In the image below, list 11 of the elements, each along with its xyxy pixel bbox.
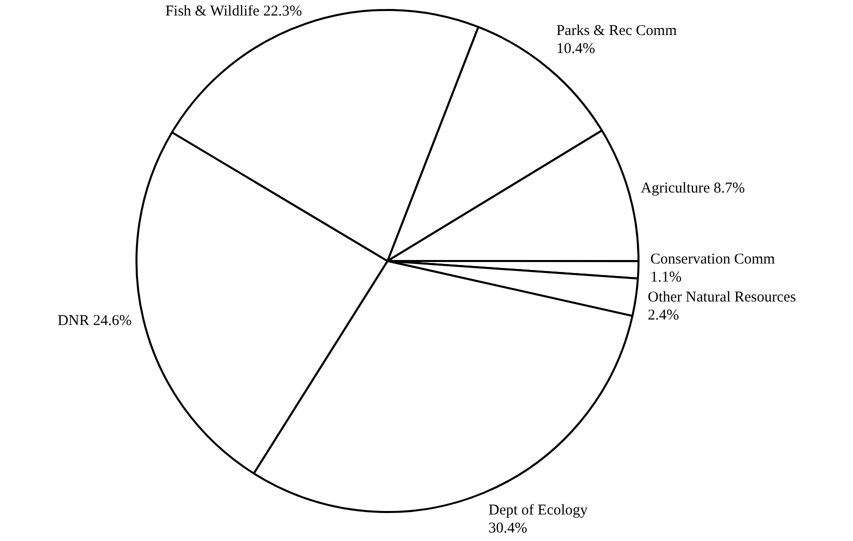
- data-label: 2.4%: [648, 308, 679, 324]
- data-label: 10.4%: [556, 40, 596, 57]
- data-label: 1.1%: [650, 270, 682, 286]
- slice-label: Other Natural Resources: [648, 290, 796, 306]
- slice-label: Dept of Ecology: [488, 502, 588, 518]
- slice-label: Parks & Rec Comm: [556, 22, 678, 39]
- slice-label: Fish & Wildlife 22.3%: [165, 3, 302, 20]
- slice-label: DNR 24.6%: [58, 312, 132, 329]
- data-label: 30.4%: [488, 520, 528, 536]
- slice-label: Agriculture 8.7%: [640, 180, 745, 197]
- slice-label: Conservation Comm: [650, 252, 776, 268]
